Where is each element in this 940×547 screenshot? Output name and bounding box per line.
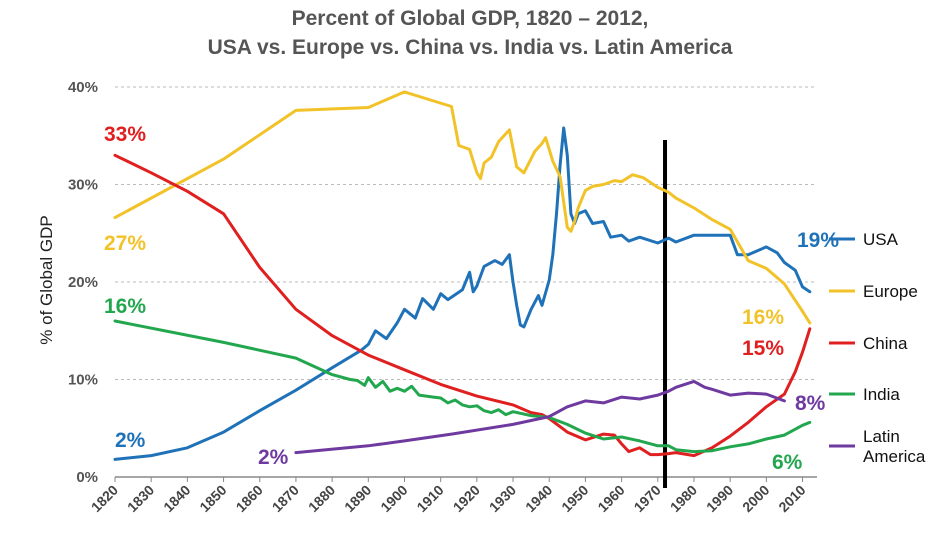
- x-tick-label: 1990: [703, 482, 736, 515]
- x-tick-label: 1850: [196, 482, 229, 515]
- y-axis-label: % of Global GDP: [37, 215, 56, 344]
- legend-label-europe: Europe: [863, 282, 918, 301]
- x-tick-label: 1830: [124, 482, 157, 515]
- y-tick-label: 10%: [68, 372, 98, 389]
- legend: USA Europe China India Latin America: [829, 230, 926, 466]
- series-line-india: [113, 319, 812, 454]
- x-tick-label: 1950: [558, 482, 591, 515]
- end-label-europe: 16%: [742, 306, 784, 329]
- x-tick-label: 1970: [631, 482, 664, 515]
- x-tick-label: 1890: [341, 482, 374, 515]
- x-tick-label: 1870: [269, 482, 302, 515]
- x-tick-label: 1960: [594, 482, 627, 515]
- x-tick-label: 1920: [450, 482, 483, 515]
- legend-label-india: India: [863, 385, 900, 404]
- series-line-china: [113, 153, 812, 458]
- data-labels: 2% 19% 27% 16% 33% 15% 16% 6% 2% 8%: [104, 123, 839, 474]
- y-tick-label: 40%: [68, 79, 98, 96]
- end-label-china: 15%: [742, 337, 784, 360]
- x-tick-label: 1840: [160, 482, 193, 515]
- x-tick-labels: 1820 1830 1840 1850 1860 1870 1880 1890 1900 1910…: [88, 477, 809, 515]
- x-tick-label: 1930: [486, 482, 519, 515]
- x-tick-label: 1880: [305, 482, 338, 515]
- chart-title: Percent of Global GDP, 1820 – 2012,: [292, 7, 649, 30]
- x-tick-label: 1940: [522, 482, 555, 515]
- x-tick-label: 1900: [377, 482, 410, 515]
- start-label-china: 33%: [104, 123, 146, 146]
- start-label-latin-america: 2%: [258, 446, 289, 469]
- end-label-usa: 19%: [797, 229, 839, 252]
- series-line-latin-america: [294, 379, 786, 455]
- series-lines: [113, 90, 812, 461]
- y-tick-label: 30%: [68, 177, 98, 194]
- x-tick-label: 1860: [233, 482, 266, 515]
- y-tick-label: 0%: [76, 469, 98, 486]
- x-tick-label: 1820: [88, 482, 121, 515]
- legend-label-latin-america: Latin America: [863, 427, 926, 466]
- x-tick-label: 1910: [413, 482, 446, 515]
- y-tick-label: 20%: [68, 274, 98, 291]
- start-label-india: 16%: [104, 295, 146, 318]
- legend-label-usa: USA: [863, 230, 899, 249]
- series-line-europe: [113, 90, 812, 325]
- start-label-usa: 2%: [115, 429, 146, 452]
- chart-subtitle: USA vs. Europe vs. China vs. India vs. L…: [208, 36, 733, 59]
- legend-label-china: China: [863, 334, 908, 353]
- end-label-india: 6%: [772, 451, 803, 474]
- series-line-usa: [113, 126, 812, 461]
- x-tick-label: 2000: [739, 482, 772, 515]
- end-label-latin-america: 8%: [795, 392, 826, 415]
- x-tick-label: 1980: [667, 482, 700, 515]
- x-tick-label: 2010: [775, 482, 808, 515]
- y-tick-labels: 0% 10% 20% 30% 40%: [68, 79, 98, 486]
- start-label-europe: 27%: [104, 232, 146, 255]
